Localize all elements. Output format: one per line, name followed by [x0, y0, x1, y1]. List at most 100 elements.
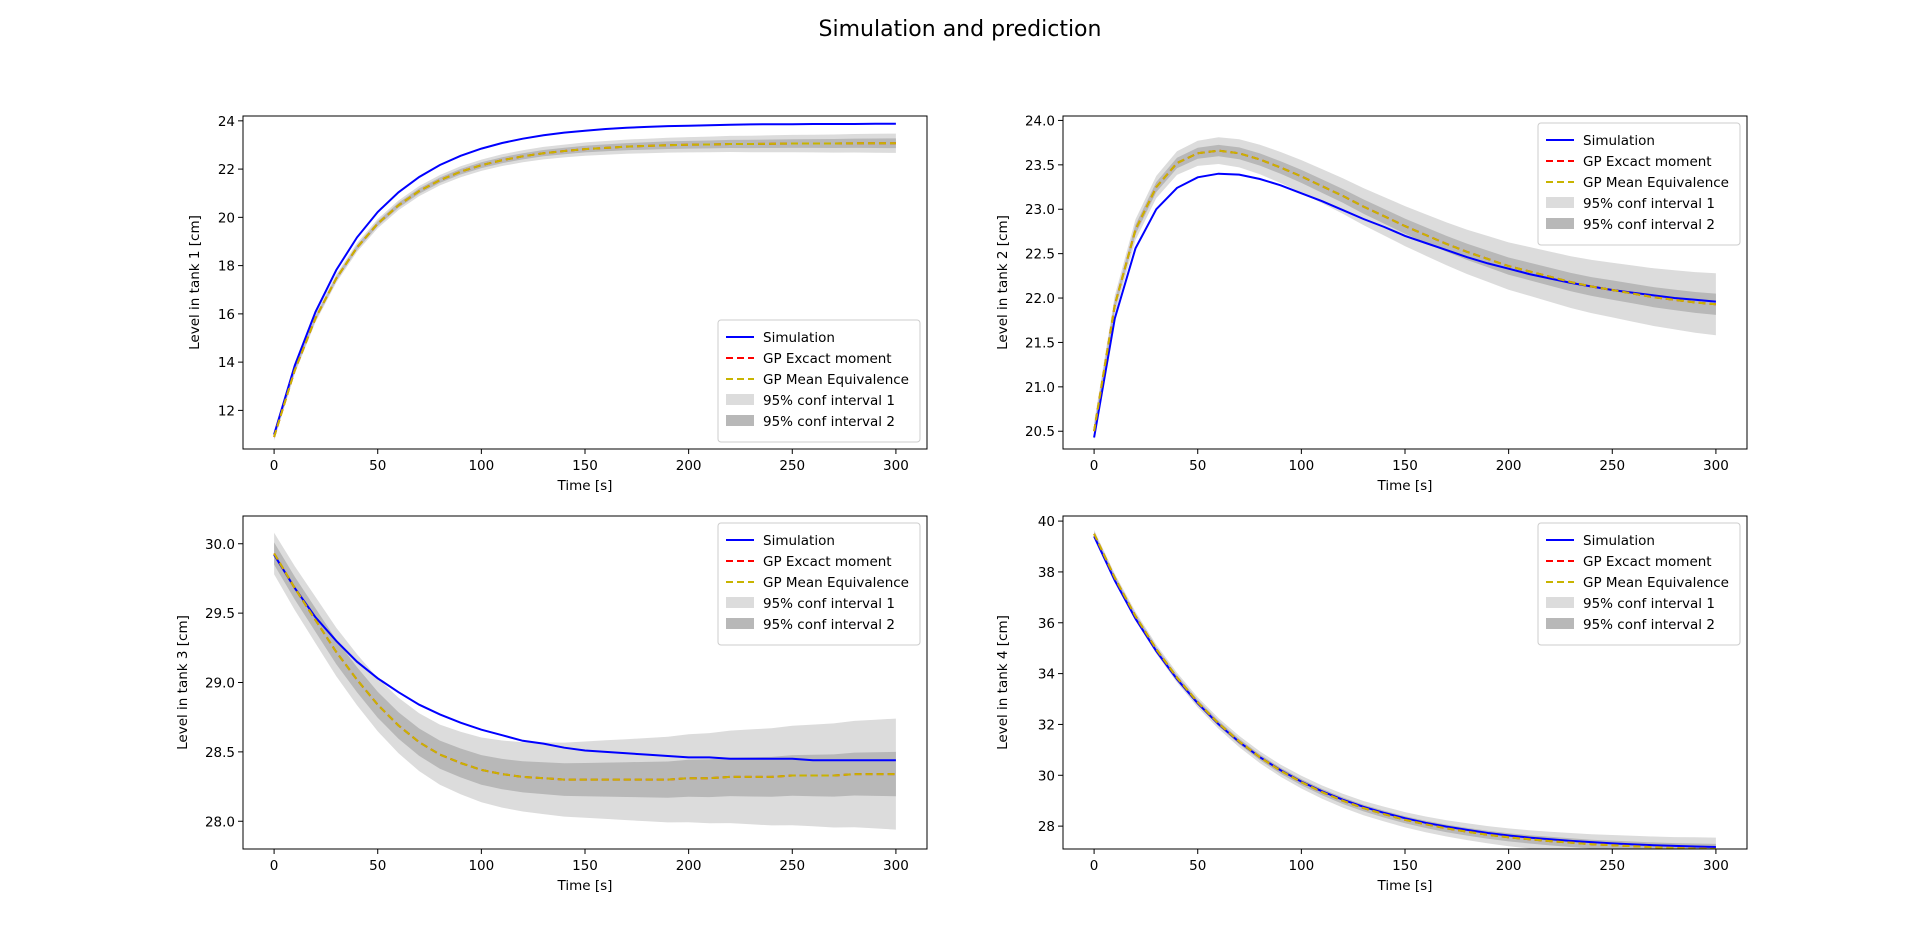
legend-box	[717, 522, 921, 646]
y-tick-label: 40	[1038, 514, 1055, 530]
legend-label: 95% conf interval 1	[763, 393, 895, 409]
legend-swatch-patch	[726, 415, 754, 426]
legend-simulation: Simulation	[726, 533, 835, 549]
x-tick-label: 250	[1599, 458, 1625, 474]
y-tick-label: 22	[218, 162, 235, 178]
legend-simulation: Simulation	[1546, 533, 1655, 549]
y-tick-label: 36	[1038, 616, 1055, 632]
legend-ci-1: 95% conf interval 1	[726, 393, 895, 409]
x-tick-label: 250	[779, 458, 805, 474]
subplot-4: 0 50 100 150 200 250 300 28 30 32 34 36 38 40 Time [s]…	[995, 514, 1748, 894]
legend-label: 95% conf interval 2	[763, 414, 895, 430]
confidence-band-2	[274, 542, 896, 798]
legend-label: GP Excact moment	[763, 351, 892, 367]
legend-swatch-patch	[1546, 218, 1574, 229]
legend-box	[1537, 522, 1741, 646]
plot-area	[1093, 530, 1716, 849]
y-tick-label: 20.5	[1025, 424, 1055, 440]
y-tick-label: 38	[1038, 565, 1055, 581]
x-tick-label: 100	[1288, 858, 1314, 874]
figure-title: Simulation and prediction	[819, 17, 1102, 42]
gp-mean-equivalence-line	[1093, 533, 1716, 849]
legend-label: GP Mean Equivalence	[1583, 175, 1729, 191]
legend-ci-2: 95% conf interval 2	[1546, 617, 1715, 633]
y-tick-label: 18	[218, 259, 235, 275]
legend-label: 95% conf interval 1	[1583, 596, 1715, 612]
legend: Simulation GP Excact moment GP Mean Equiva…	[1537, 122, 1741, 246]
legend-label: GP Mean Equivalence	[763, 575, 909, 591]
legend-box	[1537, 122, 1741, 246]
y-axis-label: Level in tank 1 [cm]	[187, 215, 203, 350]
x-tick-label: 250	[779, 858, 805, 874]
y-axis-label: Level in tank 3 [cm]	[175, 615, 191, 750]
plot-area	[1093, 137, 1716, 441]
subplot-1: 0 50 100 150 200 250 300 12 14 16 18 20 22 24 Time [s]…	[187, 114, 928, 494]
legend-swatch-patch	[1546, 197, 1574, 208]
y-tick-label: 21.0	[1025, 380, 1055, 396]
y-tick-label: 28.0	[205, 814, 235, 830]
y-tick-label: 32	[1038, 717, 1055, 733]
legend-swatch-patch	[726, 597, 754, 608]
legend-ci-2: 95% conf interval 2	[726, 414, 895, 430]
x-tick-label: 50	[369, 858, 386, 874]
simulation-line	[273, 554, 896, 762]
x-tick-label: 150	[1392, 858, 1418, 874]
legend-ci-2: 95% conf interval 2	[726, 617, 895, 633]
subplot-2: 0 50 100 150 200 250 300 20.5 21.0 21.5 22.0 22.5 23…	[995, 113, 1748, 494]
x-tick-label: 50	[1189, 458, 1206, 474]
legend-label: Simulation	[763, 330, 835, 346]
x-tick-label: 200	[1496, 458, 1522, 474]
gp-mean-equivalence-line	[273, 552, 896, 781]
x-tick-label: 50	[1189, 858, 1206, 874]
y-tick-label: 12	[218, 403, 235, 419]
y-tick-label: 28	[1038, 819, 1055, 835]
y-tick-label: 30.0	[205, 537, 235, 553]
legend-label: Simulation	[1583, 533, 1655, 549]
legend-label: 95% conf interval 1	[763, 596, 895, 612]
subplot-3: 0 50 100 150 200 250 300 28.0 28.5 29.0 29.5 30.0 Ti…	[175, 515, 928, 894]
y-tick-label: 23.5	[1025, 158, 1055, 174]
y-tick-label: 14	[218, 355, 235, 371]
y-tick-label: 23.0	[1025, 202, 1055, 218]
legend-box	[717, 319, 921, 443]
simulation-line	[273, 122, 896, 435]
legend-label: GP Excact moment	[1583, 554, 1712, 570]
x-tick-label: 200	[676, 458, 702, 474]
y-tick-label: 21.5	[1025, 335, 1055, 351]
x-tick-label: 200	[676, 858, 702, 874]
legend-gp-mean-equivalence: GP Mean Equivalence	[1546, 575, 1729, 591]
y-tick-label: 28.5	[205, 745, 235, 761]
x-tick-label: 150	[572, 858, 598, 874]
x-tick-label: 300	[1703, 458, 1729, 474]
legend-gp-mean-equivalence: GP Mean Equivalence	[726, 372, 909, 388]
x-tick-label: 0	[270, 458, 279, 474]
x-tick-label: 50	[369, 458, 386, 474]
legend-ci-2: 95% conf interval 2	[1546, 217, 1715, 233]
legend-swatch-patch	[726, 394, 754, 405]
legend-gp-exact-moment: GP Excact moment	[726, 351, 892, 367]
legend-ci-1: 95% conf interval 1	[1546, 596, 1715, 612]
y-tick-label: 22.0	[1025, 291, 1055, 307]
legend: Simulation GP Excact moment GP Mean Equiva…	[717, 319, 921, 443]
y-tick-label: 29.5	[205, 606, 235, 622]
x-tick-label: 300	[883, 458, 909, 474]
gp-mean-equivalence-line	[273, 142, 896, 438]
legend-gp-exact-moment: GP Excact moment	[1546, 154, 1712, 170]
y-tick-label: 30	[1038, 768, 1055, 784]
legend-label: GP Mean Equivalence	[763, 372, 909, 388]
gp-mean-equivalence-line	[1093, 149, 1716, 432]
legend-label: GP Excact moment	[763, 554, 892, 570]
legend-label: 95% conf interval 1	[1583, 196, 1715, 212]
y-tick-label: 16	[218, 307, 235, 323]
x-tick-label: 300	[883, 858, 909, 874]
legend-swatch-patch	[726, 618, 754, 629]
x-tick-label: 250	[1599, 858, 1625, 874]
x-tick-label: 150	[572, 458, 598, 474]
legend-simulation: Simulation	[726, 330, 835, 346]
y-tick-label: 24	[218, 114, 235, 130]
legend-label: 95% conf interval 2	[1583, 217, 1715, 233]
y-tick-label: 34	[1038, 667, 1055, 683]
x-tick-label: 0	[1090, 458, 1099, 474]
x-axis-label: Time [s]	[557, 478, 613, 494]
